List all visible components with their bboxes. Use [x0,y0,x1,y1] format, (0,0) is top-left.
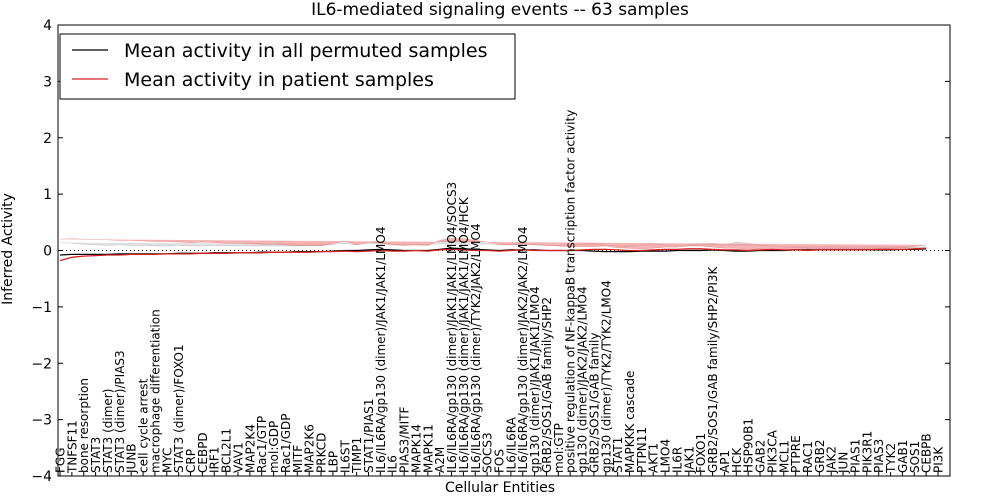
y-tick-label: −2 [31,356,52,372]
category-label: macrophage differentiation [148,309,162,473]
category-label: GAB1 [896,440,910,473]
category-label: CEBPB [920,433,934,473]
y-tick-label: 4 [43,18,52,34]
category-label: MAP2K4 [243,424,257,473]
category-label: CRP [184,449,198,473]
category-label: PRKCD [315,433,329,473]
category-label: IL6 [386,455,400,473]
category-label: PTPN11 [635,427,649,473]
category-label: PTPRE [789,435,803,473]
category-label: GRB2/SOS1/GAB family/SHP2/PI3K [706,265,720,473]
patient-range-band [59,237,927,251]
category-label: Rac1/GTP [255,416,269,473]
category-label: PIK3R1 [860,431,874,473]
category-label: PIAS3 [872,439,886,473]
category-label: PI3K [932,446,946,473]
category-label: gp130 (dimer)/TYK2/TYK2/LMO4 [599,280,613,473]
category-label: IL6/IL6RA [504,416,518,473]
y-tick-label: 3 [43,74,52,90]
category-label: MAPK11 [421,424,435,473]
category-label: positive regulation of NF-kappaB transcr… [564,110,578,473]
category-label: IL6/IL6RA/gp130 (dimer)/JAK1/JAK1/LMO4/S… [445,182,459,473]
category-label: FGG [54,448,68,474]
category-label: gp130 (dimer)/JAK1/JAK1/LMO4 [528,286,542,473]
category-label: CEBPD [196,432,210,473]
category-label: IL6/IL6RA/gp130 (dimer)/JAK1/JAK1/LMO4 [374,227,388,473]
chart-title: IL6-mediated signaling events -- 63 samp… [311,0,689,20]
legend: Mean activity in all permuted samples Me… [59,33,516,100]
category-label: cell cycle arrest [137,378,151,473]
y-tick-label: 0 [43,244,52,260]
x-axis-ticks [59,472,939,476]
category-label: JUN [837,452,851,474]
y-axis-label: Inferred Activity [0,193,16,305]
category-label: A2M [433,447,447,473]
category-label: JAK1 [682,446,696,474]
y-tick-label: 2 [43,131,52,147]
category-label: VAV1 [231,442,245,473]
category-label: PIAS1 [848,439,862,473]
y-tick-label: −3 [31,413,52,429]
category-label: STAT3 (dimer)/FOXO1 [172,344,186,473]
category-label: GAB2 [754,440,768,473]
category-label: IL6ST [338,440,352,473]
category-label: mol:GTP [552,423,566,473]
category-label: HCK [730,447,744,473]
category-label: JAK2 [825,446,839,474]
y-tick-label: −4 [31,469,52,485]
legend-entry-permuted: Mean activity in all permuted samples [124,40,487,62]
category-label: gp130 (dimer)/JAK2/JAK2/LMO4 [576,286,590,473]
category-label: MAPKKK cascade [623,371,637,473]
category-label: GRB2/SOS1/GAB family/SHP2 [540,297,554,473]
category-label: AKT1 [647,443,661,473]
category-label: GRB2 [813,439,827,473]
legend-box [59,33,516,100]
category-label: IRF1 [208,447,222,473]
category-label: TIMP1 [350,437,364,474]
category-label: LMO4 [659,439,673,473]
category-label: MYC [160,448,174,473]
category-label: LBP [326,451,340,473]
category-label: mol:GDP [267,421,281,473]
category-label: IL6/IL6RA/gp130 (dimer)/JAK2/JAK2/LMO4 [516,227,530,473]
category-label: BCL2L1 [220,428,234,473]
category-label: MAPK14 [409,424,423,473]
category-label: PIK3CA [765,429,779,473]
category-label: AP1 [718,450,732,473]
category-label: SOS1 [908,441,922,473]
category-label: JUNB [125,443,139,474]
category-label: STAT3 [89,437,103,473]
category-label: STAT1/PIAS1 [362,398,376,473]
category-label: MITF [291,445,305,473]
category-label: RAC1 [801,441,815,473]
category-label: IL6R [670,447,684,473]
category-label: bone resorption [77,378,91,473]
category-label: FOS [493,449,507,473]
category-label: HSP90B1 [742,418,756,473]
category-label: SOCS3 [481,432,495,473]
category-label: MCL1 [777,440,791,473]
category-label: GRB2/SOS1/GAB family [587,333,601,474]
category-label: Rac1/GDP [279,414,293,473]
category-label: FOXO1 [694,433,708,473]
category-label: MAP2K6 [303,424,317,473]
category-label: IL6/IL6RA/gp130 (dimer)/TYK2/JAK2/LMO4 [469,223,483,473]
category-label: TNFSF11 [65,420,79,474]
y-tick-label: 1 [43,187,52,203]
category-label: TYK2 [884,443,898,474]
x-axis-label: Cellular Entities [445,480,555,496]
category-label: PIAS3/MITF [398,406,412,473]
y-tick-label: −1 [31,300,52,316]
category-label: STAT3 (dimer) [101,389,115,473]
series-line-patient [59,247,927,262]
category-label: IL6/IL6RA/gp130 (dimer)/JAK1/JAK1/LMO4/H… [457,196,471,473]
category-label: STAT1 [611,437,625,473]
category-label: STAT3 (dimer)/PIAS3 [113,350,127,473]
legend-entry-patient: Mean activity in patient samples [124,69,434,91]
